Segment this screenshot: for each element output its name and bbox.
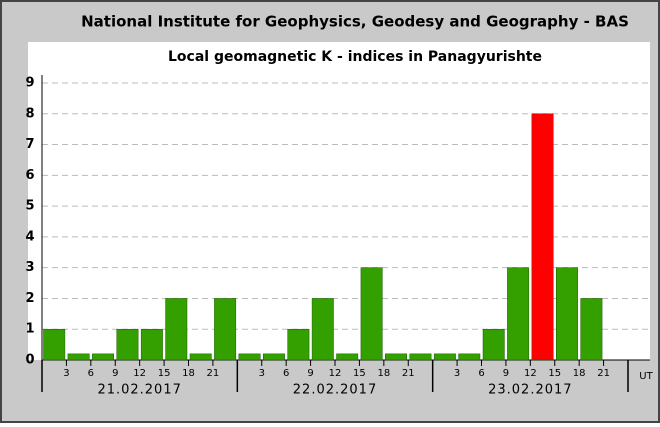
x-tick-label: 12 — [524, 368, 537, 379]
chart-title: National Institute for Geophysics, Geode… — [81, 13, 629, 31]
bar — [287, 328, 310, 361]
x-tick-label: 12 — [329, 368, 342, 379]
x-unit-label: UT — [639, 371, 653, 382]
bar — [189, 353, 212, 361]
y-tick-label: 6 — [25, 168, 34, 183]
y-tick-label: 0 — [25, 353, 34, 368]
x-tick-label: 21 — [597, 368, 610, 379]
y-tick-label: 2 — [25, 291, 34, 306]
bar — [67, 353, 90, 361]
y-tick-label: 9 — [25, 76, 34, 91]
bar — [165, 298, 188, 361]
bar — [214, 298, 237, 361]
y-tick-label: 7 — [25, 137, 34, 152]
x-tick-label: 15 — [158, 368, 171, 379]
x-tick-label: 9 — [307, 368, 313, 379]
x-tick-label: 21 — [207, 368, 220, 379]
bar — [433, 353, 456, 361]
chart-subtitle: Local geomagnetic K - indices in Panagyu… — [168, 49, 542, 65]
y-tick-label: 5 — [25, 199, 34, 214]
bar — [263, 353, 285, 361]
bar — [238, 353, 261, 361]
x-tick-label: 18 — [377, 368, 390, 379]
y-tick-label: 8 — [25, 106, 34, 121]
bar — [360, 267, 383, 361]
bar — [311, 298, 334, 361]
date-label: 23.02.2017 — [488, 383, 572, 398]
x-tick-label: 12 — [133, 368, 146, 379]
date-label: 22.02.2017 — [293, 383, 377, 398]
bar — [116, 328, 139, 361]
x-tick-label: 18 — [573, 368, 586, 379]
bar — [556, 267, 578, 361]
x-tick-label: 9 — [112, 368, 118, 379]
x-tick-label: 15 — [548, 368, 561, 379]
bar — [507, 267, 530, 361]
x-tick-label: 6 — [283, 368, 289, 379]
bar — [336, 353, 359, 361]
x-tick-label: 9 — [503, 368, 509, 379]
x-tick-label: 18 — [182, 368, 195, 379]
y-tick-label: 4 — [25, 229, 34, 244]
bar — [92, 353, 115, 361]
date-label: 21.02.2017 — [97, 383, 181, 398]
bar — [409, 353, 432, 361]
y-tick-label: 1 — [25, 322, 34, 337]
x-tick-label: 3 — [63, 368, 69, 379]
y-tick-label: 3 — [25, 260, 34, 275]
bar — [140, 328, 163, 361]
bar — [385, 353, 408, 361]
bar — [458, 353, 481, 361]
x-tick-label: 15 — [353, 368, 366, 379]
bar — [482, 328, 505, 361]
x-tick-label: 21 — [402, 368, 415, 379]
bar — [43, 328, 66, 361]
bar — [580, 298, 603, 361]
x-tick-label: 6 — [478, 368, 484, 379]
bar — [531, 113, 554, 361]
x-tick-label: 6 — [88, 368, 94, 379]
x-tick-label: 3 — [454, 368, 460, 379]
x-tick-label: 3 — [259, 368, 265, 379]
